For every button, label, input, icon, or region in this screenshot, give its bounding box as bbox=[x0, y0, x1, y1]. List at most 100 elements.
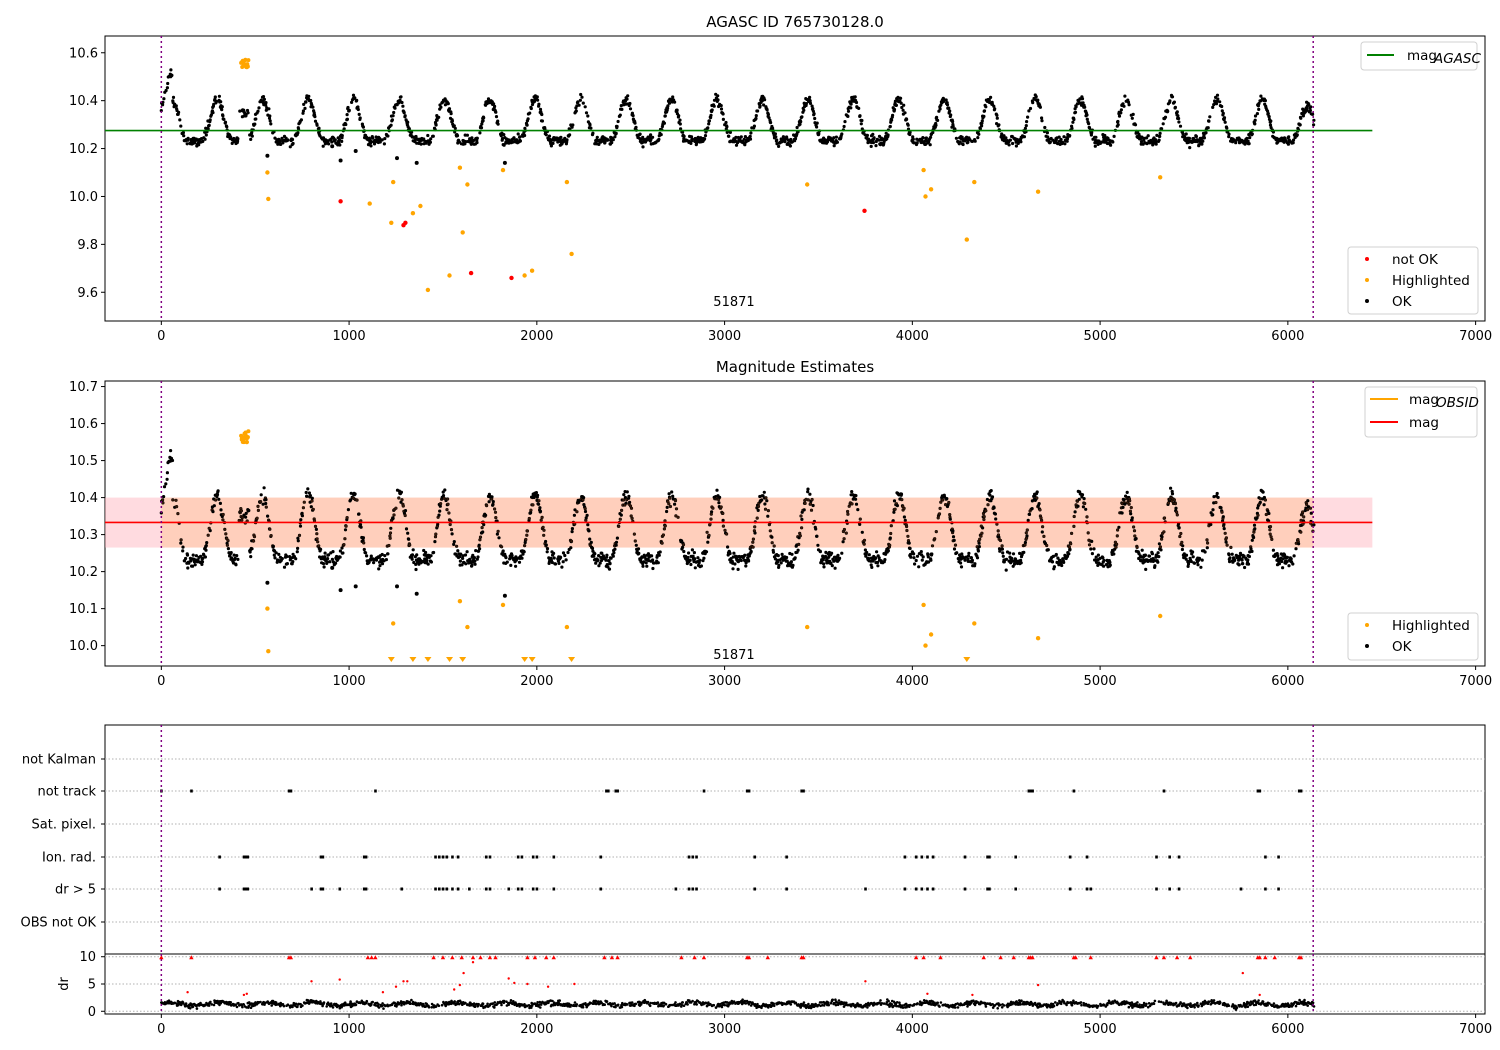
ok-point bbox=[564, 558, 568, 562]
ok-point bbox=[577, 103, 581, 107]
ok-point bbox=[1248, 136, 1252, 140]
ok-point bbox=[353, 492, 357, 496]
ok-point bbox=[1267, 115, 1271, 119]
ok-point bbox=[361, 536, 365, 540]
ok-point bbox=[587, 529, 591, 533]
ok-point bbox=[754, 116, 758, 121]
obsid-point bbox=[394, 507, 398, 510]
ok-point bbox=[438, 504, 442, 508]
legend-marker bbox=[1365, 299, 1369, 303]
ok-point bbox=[470, 136, 474, 140]
obsid-point bbox=[314, 525, 317, 528]
obsid-point bbox=[764, 508, 767, 511]
ok-point bbox=[321, 562, 326, 566]
ok-point bbox=[482, 116, 486, 120]
ok-point bbox=[886, 549, 891, 553]
ok-point bbox=[877, 556, 881, 560]
legend-marker bbox=[1365, 623, 1369, 627]
obsid-point bbox=[948, 513, 951, 516]
ok-point bbox=[464, 140, 468, 144]
ok-point bbox=[1076, 504, 1080, 508]
ok-point bbox=[963, 558, 967, 562]
flag-row-label: OBS not OK bbox=[21, 916, 97, 931]
flag-marker bbox=[287, 789, 291, 793]
ok-point bbox=[323, 555, 327, 559]
ok-point bbox=[724, 120, 728, 125]
below-range-marker bbox=[409, 657, 417, 662]
ok-point bbox=[958, 140, 962, 144]
ok-point bbox=[407, 537, 411, 541]
flag-marker bbox=[691, 855, 695, 859]
ok-point bbox=[578, 98, 583, 102]
ok-point bbox=[689, 141, 693, 145]
ok-point bbox=[1112, 134, 1116, 138]
ok-point bbox=[1262, 495, 1266, 500]
ok-point bbox=[325, 560, 329, 564]
ok-point bbox=[185, 142, 189, 146]
obsid-point bbox=[342, 543, 346, 546]
ok-point bbox=[726, 545, 730, 549]
ok-point bbox=[1046, 135, 1050, 139]
ok-point bbox=[1191, 555, 1195, 559]
ok-point bbox=[822, 565, 826, 569]
ok-point bbox=[268, 119, 272, 123]
ok-point bbox=[200, 562, 204, 567]
flag-marker bbox=[1239, 887, 1243, 891]
ok-point bbox=[1222, 527, 1226, 531]
flag-marker bbox=[456, 887, 460, 891]
ok-point bbox=[207, 123, 211, 127]
ok-point bbox=[584, 111, 589, 115]
flag-marker bbox=[1258, 789, 1262, 793]
ok-point bbox=[628, 101, 632, 106]
flag-marker bbox=[695, 887, 698, 891]
not-ok-point bbox=[862, 208, 867, 213]
obsid-point bbox=[997, 529, 1000, 533]
x-tick-label: 5000 bbox=[1084, 329, 1117, 344]
obsid-point bbox=[1170, 499, 1174, 503]
highlighted-point bbox=[266, 649, 271, 654]
obsid-point bbox=[900, 498, 903, 501]
ok-point bbox=[600, 551, 604, 555]
ok-point bbox=[186, 136, 190, 140]
ok-point bbox=[781, 135, 786, 139]
ok-point bbox=[766, 514, 770, 518]
ok-point bbox=[492, 102, 496, 106]
ok-point bbox=[1074, 105, 1078, 109]
ok-point bbox=[1160, 535, 1164, 539]
ok-point bbox=[277, 552, 281, 557]
obsid-point bbox=[392, 513, 396, 517]
ok-point bbox=[1119, 111, 1123, 115]
flag-marker bbox=[1155, 855, 1158, 859]
ok-point bbox=[1298, 123, 1302, 127]
ok-point bbox=[414, 160, 419, 165]
obsid-point bbox=[434, 535, 437, 538]
ok-point bbox=[1285, 560, 1289, 564]
ok-point bbox=[446, 102, 450, 106]
obsid-point bbox=[1162, 530, 1166, 533]
highlighted-point bbox=[244, 439, 249, 445]
ok-point bbox=[1253, 114, 1258, 118]
ok-point bbox=[590, 546, 595, 551]
flag-row-label: Ion. rad. bbox=[42, 851, 96, 866]
ok-point bbox=[230, 141, 234, 145]
flag-marker bbox=[488, 855, 492, 859]
legend-label: Highlighted bbox=[1392, 618, 1470, 634]
legend-marker bbox=[1365, 257, 1369, 261]
ok-point bbox=[1022, 550, 1026, 555]
obsid-point bbox=[1041, 525, 1044, 528]
highlighted-point bbox=[447, 273, 452, 278]
ok-point bbox=[337, 138, 341, 142]
ok-point bbox=[659, 133, 663, 137]
flag-marker bbox=[1299, 789, 1303, 793]
ok-point bbox=[362, 547, 366, 552]
ok-point bbox=[796, 548, 800, 552]
obsid-point bbox=[629, 504, 632, 508]
ok-point bbox=[734, 143, 739, 147]
ok-point bbox=[849, 106, 853, 110]
ok-point bbox=[884, 552, 888, 556]
ok-point bbox=[1211, 508, 1215, 512]
ok-point bbox=[200, 560, 205, 564]
ok-point bbox=[496, 122, 500, 126]
ok-point bbox=[1145, 136, 1149, 140]
obsid-point bbox=[633, 532, 636, 536]
